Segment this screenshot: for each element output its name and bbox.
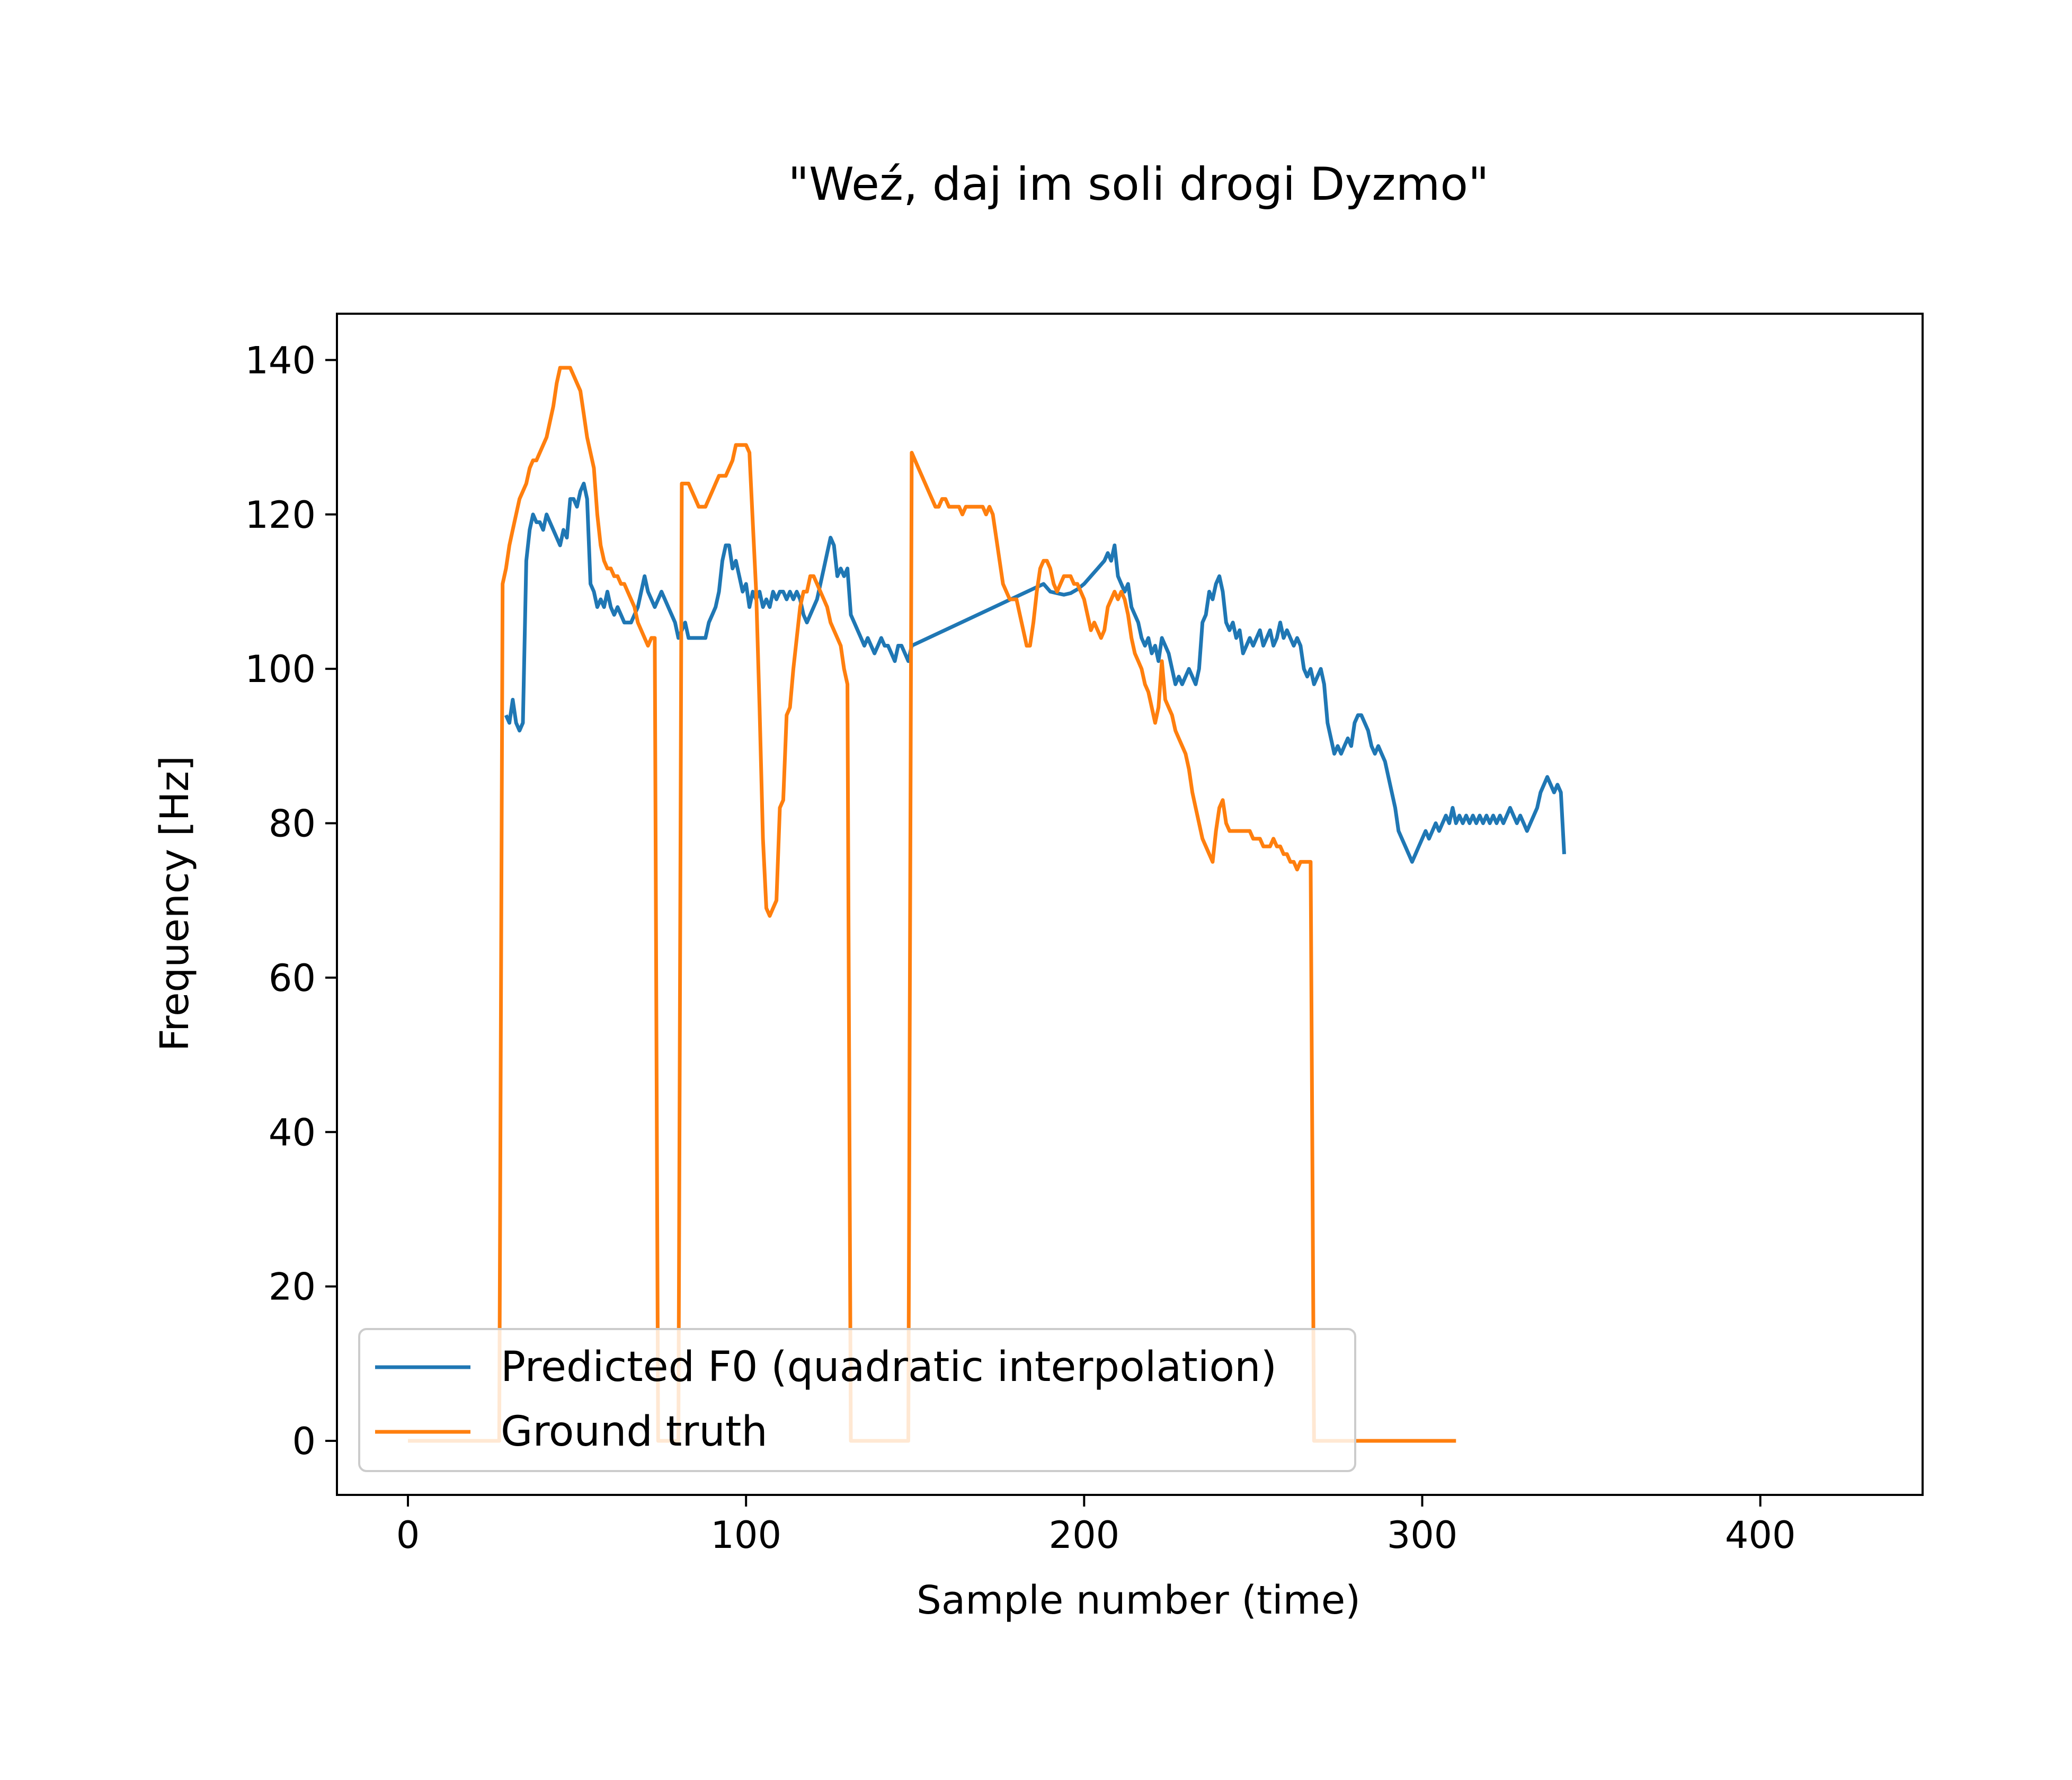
x-tick-label: 200 (1049, 1513, 1120, 1557)
y-tick-label: 0 (292, 1420, 316, 1463)
series-line-predicted (504, 482, 1566, 864)
legend-label-predicted: Predicted F0 (quadratic interpolation) (501, 1343, 1277, 1391)
plot-frame (336, 313, 1924, 1496)
y-tick-label: 40 (269, 1111, 316, 1154)
x-tick-label: 300 (1387, 1513, 1458, 1557)
y-axis-ticks: 0 20 40 60 80 100 120 140 (245, 339, 337, 1463)
plot-lines (408, 366, 1566, 1443)
x-tick-label: 400 (1725, 1513, 1796, 1557)
series-line-ground-truth (408, 366, 1456, 1443)
legend-box (358, 1328, 1356, 1472)
x-tick-label: 0 (396, 1513, 420, 1557)
y-tick-label: 100 (245, 648, 316, 691)
legend: Predicted F0 (quadratic interpolation) G… (358, 1328, 1356, 1472)
x-axis-label: Sample number (time) (917, 1578, 1360, 1623)
y-tick-label: 20 (269, 1265, 316, 1309)
y-tick-label: 120 (245, 493, 316, 537)
x-tick-label: 100 (710, 1513, 781, 1557)
legend-label-ground-truth: Ground truth (501, 1408, 768, 1456)
y-tick-label: 60 (269, 957, 316, 1000)
y-axis-label: Frequency [Hz] (152, 756, 198, 1051)
y-tick-label: 140 (245, 339, 316, 382)
chart-title: "Weź, daj im soli drogi Dyzmo" (788, 158, 1489, 211)
x-axis-ticks: 0 100 200 300 400 (396, 1495, 1796, 1557)
y-tick-label: 80 (269, 802, 316, 846)
